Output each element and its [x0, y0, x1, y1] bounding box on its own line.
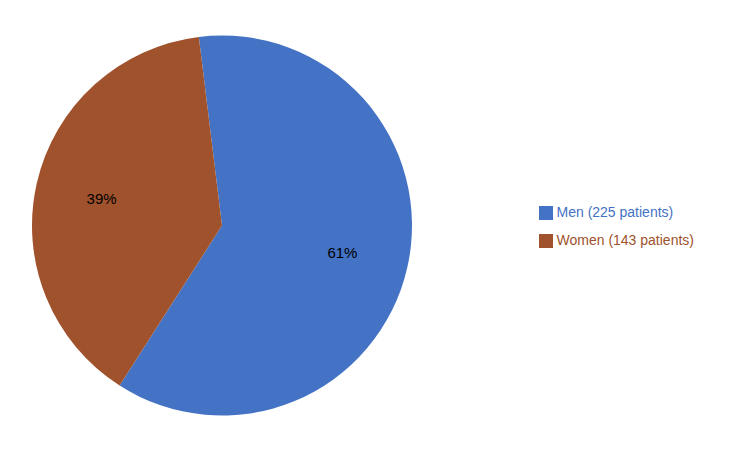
- svg-text:61%: 61%: [327, 244, 357, 261]
- html-text:Women (143 patients): Women (143 patients): [556, 231, 694, 248]
- svg-text:39%: 39%: [87, 190, 117, 207]
- html-text:Men (225 patients): Men (225 patients): [556, 203, 674, 220]
